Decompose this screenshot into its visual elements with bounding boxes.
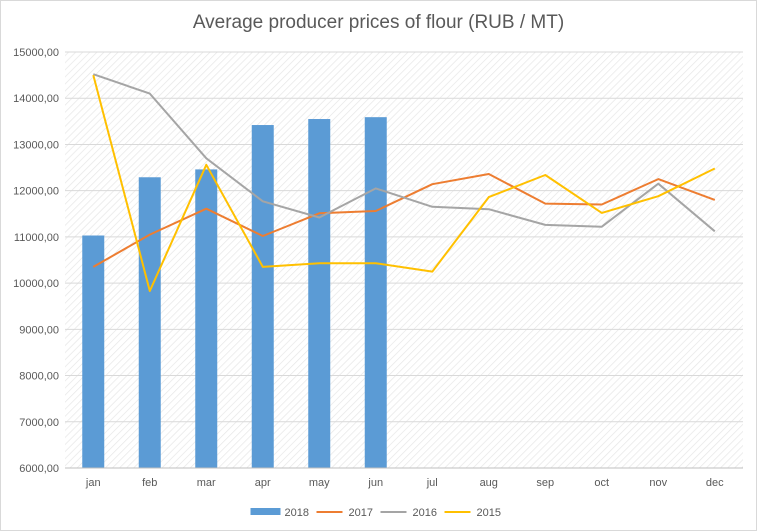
plot-area — [65, 52, 743, 468]
chart-title: Average producer prices of flour (RUB / … — [192, 12, 565, 33]
y-tick-label: 12000,00 — [13, 186, 59, 198]
x-tick-label: jul — [426, 477, 438, 489]
x-tick-label: sep — [536, 477, 554, 489]
legend-label-2016: 2016 — [413, 507, 437, 519]
legend-label-2018: 2018 — [285, 507, 309, 519]
legend-swatch-2018 — [250, 508, 281, 515]
y-tick-label: 11000,00 — [14, 232, 59, 244]
y-tick-label: 10000,00 — [13, 278, 59, 290]
x-tick-label: mar — [197, 477, 216, 489]
bar-2018-apr — [251, 125, 274, 468]
x-tick-label: apr — [255, 477, 271, 489]
bar-2018-mar — [195, 169, 218, 468]
bar-2018-may — [308, 119, 331, 469]
x-tick-label: feb — [142, 477, 157, 489]
y-tick-label: 8000,00 — [19, 371, 59, 383]
x-tick-label: jun — [367, 477, 383, 489]
y-tick-label: 13000,00 — [13, 139, 59, 151]
x-tick-label: oct — [594, 477, 609, 489]
x-tick-label: dec — [706, 477, 724, 489]
x-tick-label: jan — [85, 477, 101, 489]
y-tick-label: 7000,00 — [19, 417, 59, 429]
line-series-2016 — [92, 73, 716, 233]
bar-2018-jan — [82, 235, 105, 468]
y-tick-label: 6000,00 — [19, 463, 59, 475]
legend-label-2015: 2015 — [477, 507, 501, 519]
x-tick-label: nov — [649, 477, 667, 489]
legend-label-2017: 2017 — [349, 507, 373, 519]
y-tick-label: 9000,00 — [19, 324, 59, 336]
y-tick-label: 14000,00 — [13, 93, 59, 105]
x-tick-label: aug — [480, 477, 498, 489]
x-tick-label: may — [309, 477, 330, 489]
bar-2018-feb — [138, 177, 161, 469]
bar-2018-jun — [364, 117, 387, 468]
line-series-2015 — [92, 74, 716, 292]
y-tick-label: 15000,00 — [13, 47, 59, 59]
